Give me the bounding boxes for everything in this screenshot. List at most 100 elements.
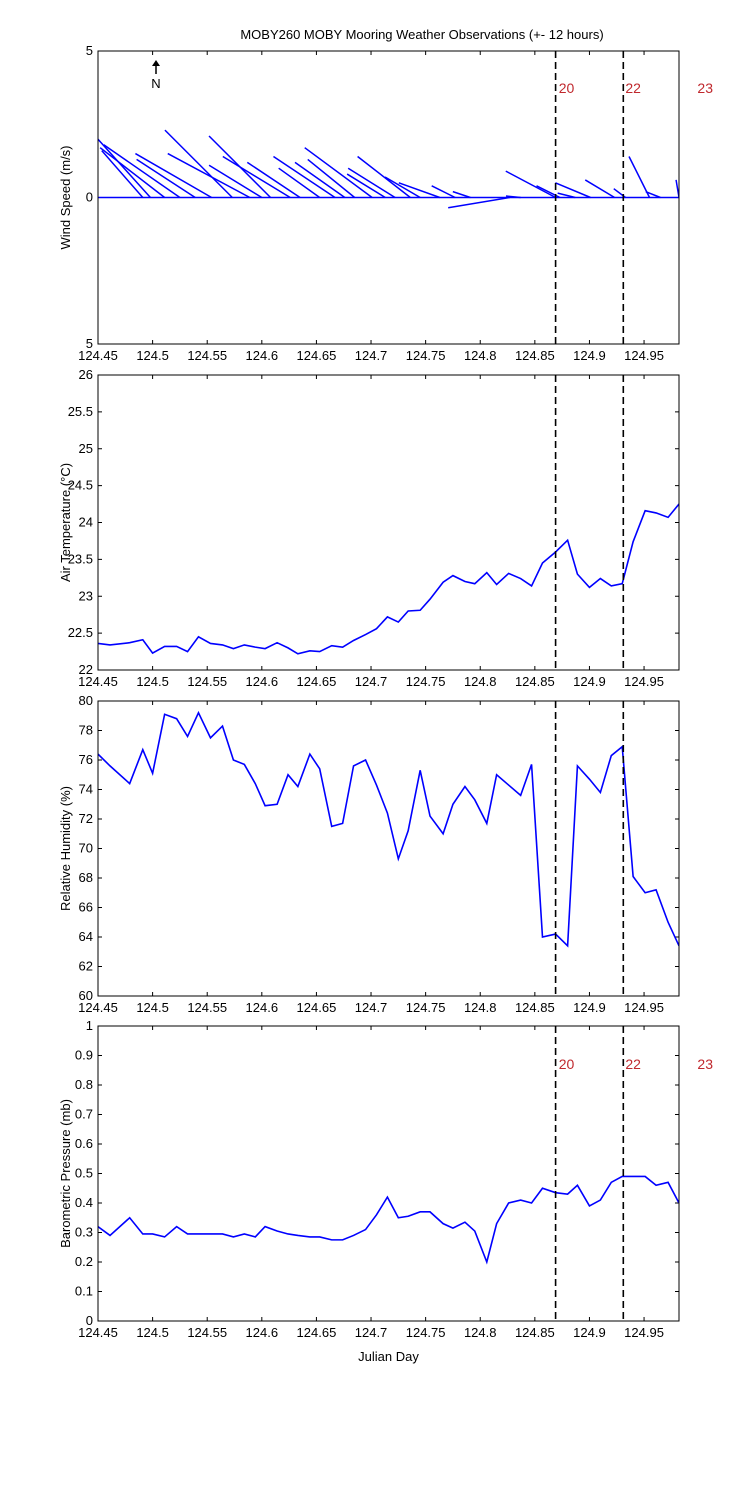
y-tick-label: 1 [86,1018,93,1033]
wind-stick [398,182,441,199]
x-tick-label: 124.85 [515,1325,555,1340]
y-tick-label: 24 [79,515,93,530]
north-arrow-head [152,60,160,66]
x-tick-label: 124.7 [355,348,388,363]
plot-frame [97,374,680,671]
x-tick-label: 124.85 [515,1000,555,1015]
x-tick-label: 124.75 [406,674,446,689]
y-tick-label: 0.2 [75,1254,93,1269]
y-axis-label: Wind Speed (m/s) [58,145,73,249]
y-axis-label: Barometric Pressure (mb) [58,1099,73,1248]
y-tick-label: 0.4 [75,1195,93,1210]
hour-label: 22 [625,80,641,96]
wind-stick [307,158,356,199]
wind-stick [208,164,263,199]
y-tick-label: 72 [79,811,93,826]
y-tick-label: 24.5 [68,478,93,493]
x-tick-label: 124.95 [624,674,664,689]
x-tick-label: 124.75 [406,348,446,363]
wind-stick [273,155,336,199]
x-tick-label: 124.5 [136,1000,169,1015]
x-tick-label: 124.95 [624,1000,664,1015]
y-tick-label: 5 [86,43,93,58]
x-tick-label: 124.75 [406,1325,446,1340]
x-tick-label: 124.7 [355,1000,388,1015]
x-tick-label: 124.45 [78,1325,118,1340]
wind-stick [448,196,510,209]
wind-stick [505,170,556,199]
hour-label: 20 [559,1056,575,1072]
y-tick-label: 66 [79,900,93,915]
data-line [98,710,679,948]
y-axis-label: Air Temperature (°C) [58,463,73,582]
x-tick-label: 124.55 [187,348,227,363]
wind-stick [167,152,251,199]
wind-stick [357,155,411,199]
wind-stick [645,190,661,199]
x-tick-label: 124.6 [246,1000,279,1015]
y-tick-label: 74 [79,782,93,797]
y-tick-label: 0.1 [75,1284,93,1299]
wind-stick [347,167,396,199]
x-tick-label: 124.9 [573,1325,606,1340]
hour-label: 23 [697,80,713,96]
wind-stick [101,150,144,198]
x-tick-label: 124.75 [406,1000,446,1015]
x-tick-label: 124.8 [464,1000,497,1015]
x-tick-label: 124.95 [624,1325,664,1340]
y-tick-label: 22 [79,662,93,677]
hour-label: 23 [697,1056,713,1072]
y-tick-label: 62 [79,959,93,974]
y-tick-label: 80 [79,693,93,708]
wind-stick [278,167,321,199]
plot-frame [97,700,680,997]
x-tick-label: 124.45 [78,1000,118,1015]
x-axis-label: Julian Day [358,1349,419,1364]
wind-stick [304,147,373,199]
plot-frame [97,50,680,345]
wind-stick [99,147,166,199]
wind-stick [584,179,615,199]
wind-stick [246,161,301,199]
x-tick-label: 124.7 [355,1325,388,1340]
wind-stick [346,173,386,199]
x-tick-label: 124.8 [464,1325,497,1340]
x-tick-label: 124.5 [136,1325,169,1340]
wind-stick [294,161,346,199]
y-tick-label: 23 [79,588,93,603]
hour-label: 20 [559,80,575,96]
x-tick-label: 124.8 [464,674,497,689]
x-tick-label: 124.55 [187,1325,227,1340]
x-tick-label: 124.85 [515,674,555,689]
y-tick-label: 0.3 [75,1225,93,1240]
y-tick-label: 0.9 [75,1048,93,1063]
wind-stick [431,185,456,199]
wind-stick [628,156,651,198]
x-tick-label: 124.9 [573,674,606,689]
x-tick-label: 124.45 [78,674,118,689]
y-tick-label: 68 [79,870,93,885]
x-tick-label: 124.85 [515,348,555,363]
y-tick-label: 0.8 [75,1077,93,1092]
x-tick-label: 124.6 [246,1325,279,1340]
x-tick-label: 124.5 [136,674,169,689]
chart-title: MOBY260 MOBY Mooring Weather Observation… [240,27,603,42]
wind-stick [136,158,196,199]
x-tick-label: 124.65 [297,1325,337,1340]
data-line [98,503,679,655]
y-tick-label: 78 [79,723,93,738]
y-tick-label: 76 [79,752,93,767]
north-label: N [151,76,160,91]
y-tick-label: 0 [86,190,93,205]
y-axis-label: Relative Humidity (%) [58,786,73,911]
wind-stick [557,192,576,199]
hour-label: 22 [625,1056,641,1072]
wind-stick [135,152,212,199]
y-tick-label: 0.5 [75,1166,93,1181]
x-tick-label: 124.8 [464,348,497,363]
wind-stick [98,138,151,199]
x-tick-label: 124.95 [624,348,664,363]
